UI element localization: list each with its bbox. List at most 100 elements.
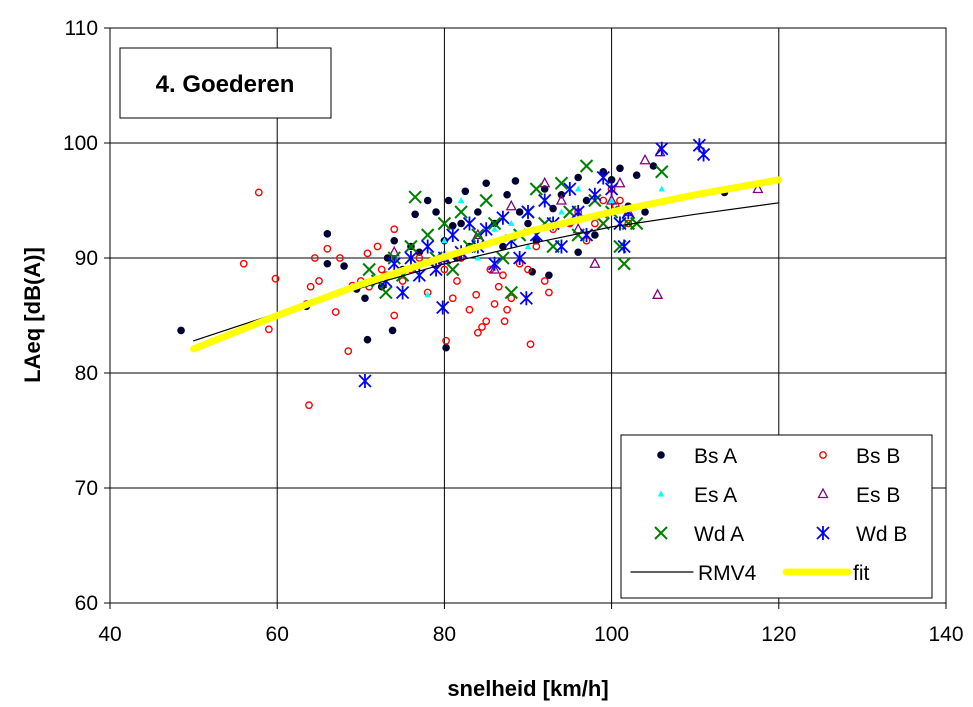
point-bs-b: [331, 308, 340, 316]
series-layer: [177, 138, 783, 410]
point-es-b: [572, 222, 584, 234]
point-bs-b: [415, 254, 424, 262]
point-bs-b: [315, 277, 323, 285]
point-wd-b: [521, 205, 535, 219]
point-wd-a: [579, 159, 594, 173]
point-bs-a: [632, 171, 641, 179]
point-wd-a: [404, 239, 418, 254]
point-bs-b: [373, 242, 382, 251]
legend-swatch-bs-a: [657, 451, 665, 459]
legend-label-es-a: Es A: [694, 484, 737, 507]
point-wd-b: [655, 141, 669, 156]
legend-entry-bs-a: Bs A: [657, 445, 737, 468]
point-wd-b: [617, 239, 631, 254]
point-es-a: [491, 225, 498, 232]
legend-entry-es-b: Es B: [817, 484, 900, 507]
point-bs-a: [388, 326, 397, 335]
point-bs-a: [582, 196, 591, 205]
title-box: 4. Goederen: [119, 47, 332, 119]
point-es-a: [441, 237, 448, 244]
legend-label-es-b: Es B: [856, 484, 900, 507]
point-es-b: [505, 199, 517, 211]
point-wd-b: [538, 193, 552, 208]
point-wd-b: [446, 228, 460, 242]
point-bs-b: [335, 254, 344, 262]
point-wd-b: [496, 210, 510, 225]
legend-swatch-wd-a: [654, 526, 668, 540]
point-bs-b: [532, 242, 541, 251]
point-wd-a: [379, 285, 393, 300]
point-wd-b: [479, 222, 493, 237]
point-bs-b: [500, 317, 509, 326]
chart-title: 4. Goederen: [156, 71, 295, 98]
legend-swatch-es-b: [817, 487, 829, 499]
point-wd-a: [554, 176, 569, 190]
point-bs-b: [482, 317, 491, 326]
point-bs-b: [507, 294, 516, 303]
x-axis-label: snelheid [km/h]: [447, 676, 608, 701]
legend-label-fit: fit: [853, 562, 870, 585]
point-bs-b: [310, 254, 319, 262]
point-bs-a: [323, 230, 332, 238]
point-wd-a: [454, 205, 468, 219]
point-bs-b: [616, 196, 624, 205]
point-bs-a: [528, 268, 536, 276]
point-bs-a: [574, 248, 582, 257]
point-bs-b: [239, 259, 248, 268]
y-tick-label: 70: [75, 477, 98, 500]
point-wd-a: [479, 193, 493, 208]
series-wd-b: [358, 138, 711, 389]
point-es-b: [388, 245, 400, 257]
point-wd-b: [596, 170, 610, 185]
point-wd-b: [436, 300, 450, 315]
point-wd-b: [462, 216, 477, 231]
point-wd-a: [408, 190, 422, 204]
point-wd-b: [404, 251, 418, 265]
point-wd-a: [437, 216, 452, 231]
point-bs-a: [444, 196, 453, 205]
point-wd-a: [420, 228, 435, 242]
point-bs-a: [361, 294, 369, 303]
legend-swatch-es-a: [657, 490, 665, 497]
point-wd-a: [362, 262, 376, 277]
point-wd-b: [421, 239, 435, 254]
point-es-a: [524, 243, 532, 249]
point-es-b: [488, 263, 501, 274]
point-bs-b: [363, 249, 372, 258]
point-bs-b: [377, 265, 386, 274]
point-wd-b: [554, 239, 569, 254]
point-bs-b: [305, 401, 313, 410]
point-bs-b: [472, 290, 481, 299]
point-bs-b: [478, 323, 486, 331]
point-es-b: [752, 182, 764, 194]
point-bs-b: [473, 328, 482, 337]
point-bs-b: [545, 288, 553, 297]
grid-lines: [110, 28, 946, 603]
point-bs-b: [440, 265, 449, 274]
point-bs-a: [423, 196, 432, 205]
x-tick-label: 140: [928, 623, 963, 646]
point-es-a: [574, 185, 582, 192]
point-wd-b: [387, 256, 401, 271]
legend-label-bs-b: Bs B: [856, 445, 900, 468]
point-wd-a: [496, 251, 510, 265]
legend-label-rmv4: RMV4: [698, 562, 757, 585]
point-wd-b: [696, 147, 711, 162]
point-wd-a: [655, 165, 669, 179]
y-tick-label: 100: [63, 132, 98, 155]
point-es-a: [558, 208, 565, 215]
point-bs-b: [264, 325, 273, 334]
point-bs-a: [499, 242, 507, 251]
point-bs-b: [590, 219, 599, 228]
point-wd-a: [617, 257, 631, 271]
point-bs-b: [499, 271, 507, 280]
point-bs-b: [448, 294, 457, 303]
point-wd-b: [487, 256, 502, 271]
point-wd-b: [358, 374, 372, 389]
point-bs-b: [271, 274, 280, 283]
point-bs-b: [490, 300, 499, 308]
point-bs-b: [323, 244, 332, 253]
point-wd-a: [529, 182, 544, 196]
point-wd-a: [471, 228, 485, 242]
